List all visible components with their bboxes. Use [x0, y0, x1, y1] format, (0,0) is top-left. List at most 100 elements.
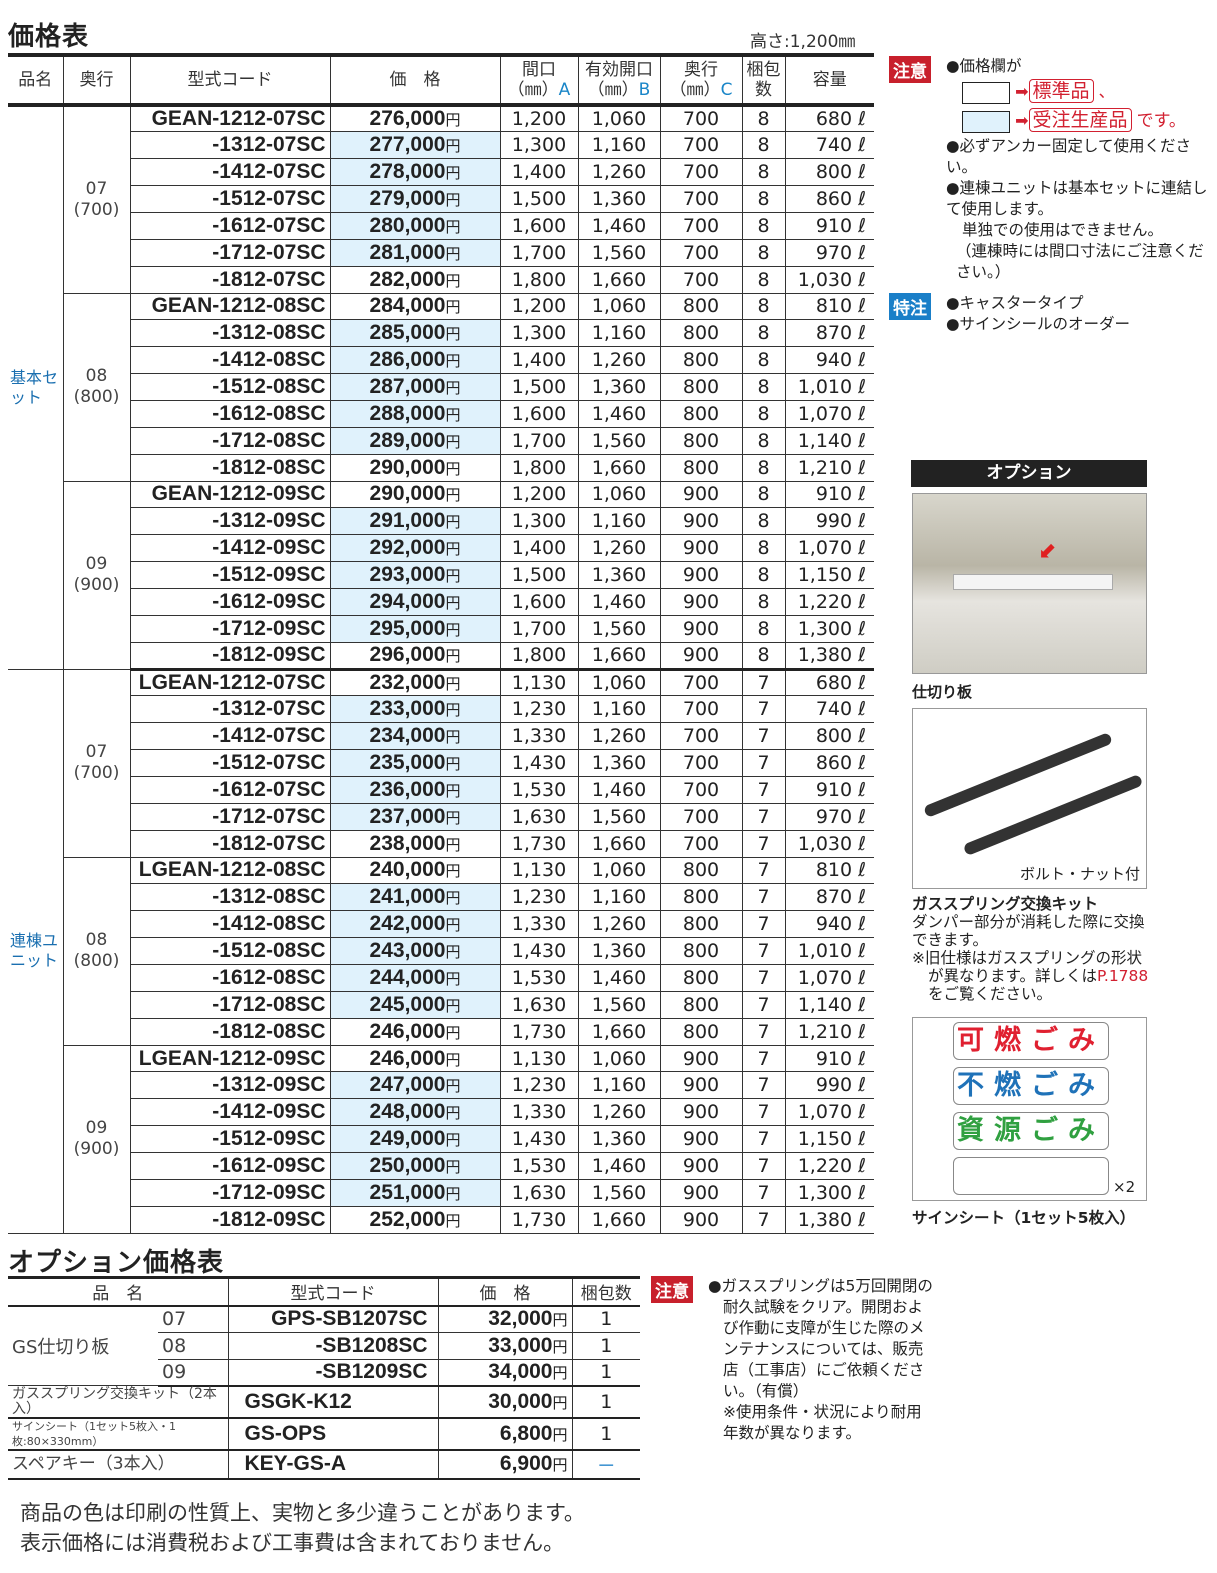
width-a: 1,500 — [499, 373, 578, 401]
bolt-nut-label: ボルト・ナット付 — [1019, 865, 1140, 883]
depth-c: 800 — [659, 400, 742, 428]
yen-unit: 円 — [445, 729, 461, 747]
yen-unit: 円 — [445, 406, 461, 424]
pack-count: 7 — [741, 695, 785, 724]
option-row: 09 -SB1209SC 34,000円 1 — [8, 1359, 640, 1387]
depth-code: 08 — [158, 1332, 228, 1360]
yen-unit: 円 — [445, 863, 461, 881]
model-code: -1512-09SC — [129, 561, 330, 589]
price-cell: 34,000円 — [437, 1359, 572, 1387]
model-code: -1412-09SC — [129, 534, 330, 563]
depth-c: 700 — [659, 830, 742, 858]
model-code: -1812-09SC — [129, 1206, 330, 1234]
capacity: 870 ℓ — [784, 883, 874, 912]
table-row: -1712-08SC 245,000円 1,630 1,560 800 7 1,140 ℓ — [8, 991, 874, 1019]
price-cell: 32,000円 — [437, 1305, 572, 1333]
width-a: 1,630 — [499, 803, 578, 831]
header-row: 品名 奥行 型式コード 価 格 間口 （㎜）A 有効開口 （㎜）B 奥行 （㎜）C 梱… — [8, 55, 874, 107]
depth-c: 900 — [659, 481, 742, 509]
option-caution-note: ※使用条件・状況により耐用年数が異なります。 — [723, 1403, 922, 1442]
capacity: 970 ℓ — [784, 239, 874, 267]
price-cell: 6,900円 — [437, 1449, 572, 1480]
table-row: -1312-08SC 285,000円 1,300 1,160 800 8 870 ℓ — [8, 319, 874, 348]
arrow-icon: ➡ — [1015, 111, 1029, 130]
yen-unit: 円 — [445, 675, 461, 693]
yen-unit: 円 — [445, 299, 461, 317]
depth-c: 800 — [659, 346, 742, 375]
depth-c: 900 — [659, 642, 742, 671]
opening-b: 1,060 — [577, 105, 660, 133]
model-code: -1812-09SC — [129, 642, 330, 671]
depth-code: 07 — [158, 1305, 228, 1333]
model-code: -1712-07SC — [129, 239, 330, 267]
price-cell: 241,000円 — [329, 883, 500, 912]
model-code: GSGK-K12 — [227, 1385, 438, 1419]
price-cell: 30,000円 — [437, 1385, 572, 1419]
pack-count: 8 — [741, 427, 785, 455]
depth-c: 900 — [659, 588, 742, 616]
price-cell: 242,000円 — [329, 910, 500, 939]
table-row: 08 (800) LGEAN-1212-08SC 240,000円 1,130 1,060… — [8, 857, 874, 1046]
capacity: 1,380 ℓ — [784, 1206, 874, 1234]
pack-count: 1 — [571, 1417, 640, 1451]
table-row: -1512-08SC 287,000円 1,500 1,360 800 8 1,010 ℓ — [8, 373, 874, 401]
table-row: -1712-07SC 237,000円 1,630 1,560 700 7 970 ℓ — [8, 803, 874, 831]
model-code: KEY-GS-A — [227, 1449, 438, 1480]
yen-unit: 円 — [445, 997, 461, 1015]
yen-unit: 円 — [445, 917, 461, 935]
pack-count: 8 — [741, 588, 785, 616]
table-row: 基本セット 07 (700) GEAN-1212-07SC 276,000円 1,200 1… — [8, 105, 874, 670]
capacity: 1,030 ℓ — [784, 266, 874, 294]
depth-c: 700 — [659, 212, 742, 240]
depth-c: 800 — [659, 883, 742, 912]
table-row: 09 (900) LGEAN-1212-09SC 246,000円 1,130 1,060… — [8, 1045, 874, 1234]
table-row: -1812-08SC 246,000円 1,730 1,660 800 7 1,210 ℓ — [8, 1018, 874, 1046]
pack-count: 8 — [741, 158, 785, 187]
opening-b: 1,560 — [577, 239, 660, 267]
table-row: -1312-09SC 291,000円 1,300 1,160 900 8 990 ℓ — [8, 507, 874, 536]
yen-unit: 円 — [445, 1078, 461, 1096]
table-row: 連棟ユニット 07 (700) LGEAN-1212-07SC 232,000円 1,13… — [8, 669, 874, 1234]
col-depth: 奥行 — [62, 55, 130, 107]
table-row: -1612-07SC 236,000円 1,530 1,460 700 7 910 ℓ — [8, 776, 874, 804]
opening-b: 1,660 — [577, 830, 660, 858]
depth-c: 900 — [659, 1206, 742, 1234]
pack-count: 7 — [741, 991, 785, 1019]
yen-unit: 円 — [552, 1426, 568, 1444]
pack-count: 7 — [741, 1098, 785, 1127]
opening-b: 1,060 — [577, 293, 660, 321]
price-cell: 245,000円 — [329, 991, 500, 1019]
price-cell: 234,000円 — [329, 722, 500, 751]
capacity: 810 ℓ — [784, 293, 874, 321]
table-row: -1712-08SC 289,000円 1,700 1,560 800 8 1,140 ℓ — [8, 427, 874, 455]
option-row: スペアキー（3本入） KEY-GS-A 6,900円－ — [8, 1449, 640, 1480]
capacity: 1,210 ℓ — [784, 1018, 874, 1046]
page-link[interactable]: P.1788 — [1096, 967, 1149, 985]
capacity: 1,070 ℓ — [784, 534, 874, 563]
pack-count: 8 — [741, 212, 785, 240]
yen-unit: 円 — [445, 165, 461, 183]
opening-b: 1,560 — [577, 1179, 660, 1207]
depth-group-cell: 09 (900) — [62, 481, 130, 670]
model-code: -1412-08SC — [129, 346, 330, 375]
capacity: 740 ℓ — [784, 131, 874, 160]
yen-unit: 円 — [445, 138, 461, 156]
capacity: 1,150 ℓ — [784, 561, 874, 589]
caution-badge: 注意 — [889, 56, 931, 83]
pack-count: 8 — [741, 293, 785, 321]
capacity: 1,380 ℓ — [784, 642, 874, 671]
pack-count: 7 — [741, 830, 785, 858]
yen-unit: 円 — [445, 1132, 461, 1150]
price-cell: 236,000円 — [329, 776, 500, 804]
width-a: 1,430 — [499, 749, 578, 777]
price-cell: 280,000円 — [329, 212, 500, 240]
model-code: GPS-SB1207SC — [227, 1305, 438, 1333]
opening-b: 1,660 — [577, 266, 660, 294]
col-pack: 梱包数 — [571, 1277, 640, 1307]
width-a: 1,200 — [499, 481, 578, 509]
width-a: 1,400 — [499, 346, 578, 375]
option-row: ガススプリング交換キット（2本入） GSGK-K12 30,000円 1 — [8, 1385, 640, 1419]
price-cell: 295,000円 — [329, 615, 500, 643]
table-row: -1712-09SC 251,000円 1,630 1,560 900 7 1,300 ℓ — [8, 1179, 874, 1207]
gas-spring-image: ボルト・ナット付 — [912, 708, 1147, 889]
